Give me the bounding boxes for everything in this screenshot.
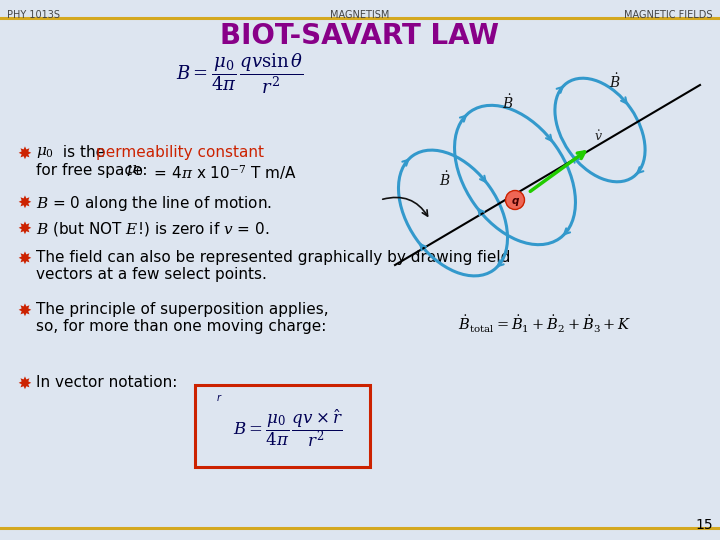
Text: permeability constant: permeability constant xyxy=(96,145,264,160)
Text: ✸: ✸ xyxy=(17,194,31,212)
Text: ✸: ✸ xyxy=(17,302,31,320)
Text: $\mathit{B}$ (but NOT $\mathit{E}$!) is zero if $\mathit{v}$ = 0.: $\mathit{B}$ (but NOT $\mathit{E}$!) is … xyxy=(36,220,269,238)
Text: ✸: ✸ xyxy=(17,375,31,393)
Text: 15: 15 xyxy=(696,518,713,532)
Text: is the: is the xyxy=(58,145,110,160)
Text: $\dot{B}$: $\dot{B}$ xyxy=(502,93,514,112)
Text: $\mathit{B} = \dfrac{\mu_0}{4\pi}\,\dfrac{qv\sin\theta}{r^2}$: $\mathit{B} = \dfrac{\mu_0}{4\pi}\,\dfra… xyxy=(176,52,304,97)
Text: r: r xyxy=(217,393,221,403)
Text: MAGNETIC FIELDS: MAGNETIC FIELDS xyxy=(624,10,713,20)
Text: BIOT-SAVART LAW: BIOT-SAVART LAW xyxy=(220,22,500,50)
Circle shape xyxy=(506,191,524,209)
Text: ✸: ✸ xyxy=(17,145,31,163)
Text: $\mu_0$: $\mu_0$ xyxy=(36,145,54,160)
Text: $\dot{v}$: $\dot{v}$ xyxy=(594,130,603,144)
Text: $\mathit{B} = \dfrac{\mu_0}{4\pi}\,\dfrac{q\mathit{v}\times\hat{r}}{r^2}$: $\mathit{B} = \dfrac{\mu_0}{4\pi}\,\dfra… xyxy=(233,407,343,449)
Text: ✸: ✸ xyxy=(17,250,31,268)
Text: In vector notation:: In vector notation: xyxy=(36,375,177,390)
Text: $\mu_0$: $\mu_0$ xyxy=(126,163,144,178)
Text: ✸: ✸ xyxy=(17,220,31,238)
Text: $\dot{B}_{\mathrm{total}} = \dot{B}_1 + \dot{B}_2 + \dot{B}_3 + K$: $\dot{B}_{\mathrm{total}} = \dot{B}_1 + … xyxy=(458,314,631,335)
Text: $\dot{B}$: $\dot{B}$ xyxy=(439,170,451,188)
Text: The principle of superposition applies,
so, for more than one moving charge:: The principle of superposition applies, … xyxy=(36,302,328,334)
Text: for free space:: for free space: xyxy=(36,163,157,178)
FancyBboxPatch shape xyxy=(195,385,370,467)
Text: The field can also be represented graphically by drawing field
vectors at a few : The field can also be represented graphi… xyxy=(36,250,510,282)
Text: PHY 1013S: PHY 1013S xyxy=(7,10,60,20)
Text: q: q xyxy=(511,196,518,206)
Text: $\mathit{B}$ = 0 along the line of motion.: $\mathit{B}$ = 0 along the line of motio… xyxy=(36,194,272,213)
Text: $\dot{B}$: $\dot{B}$ xyxy=(609,72,621,91)
Text: MAGNETISM: MAGNETISM xyxy=(330,10,390,20)
Text: = 4$\pi$ x 10$^{-7}$ T m/A: = 4$\pi$ x 10$^{-7}$ T m/A xyxy=(149,163,297,182)
